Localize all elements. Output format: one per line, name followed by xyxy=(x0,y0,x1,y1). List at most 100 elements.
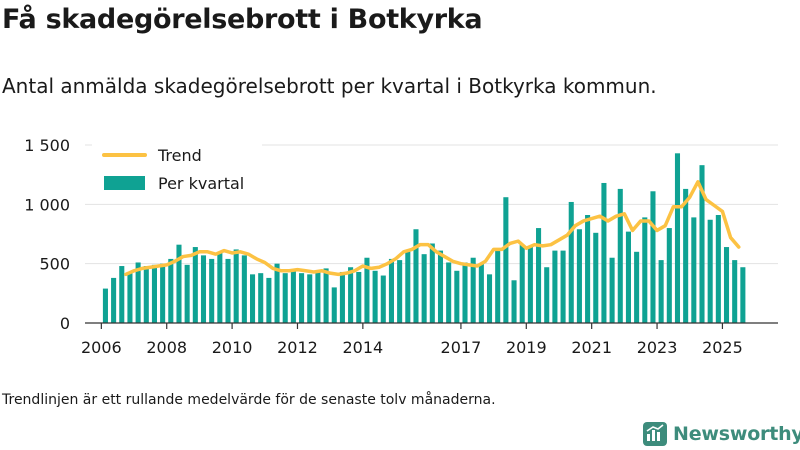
y-tick-label: 0 xyxy=(60,314,70,333)
bar xyxy=(339,271,345,323)
bar xyxy=(454,270,460,323)
bar xyxy=(413,229,419,323)
bar xyxy=(217,251,223,323)
x-tick-label: 2025 xyxy=(702,338,743,357)
bar xyxy=(486,274,493,323)
bar xyxy=(585,215,591,323)
bar xyxy=(568,201,574,323)
bar xyxy=(143,266,149,323)
bar xyxy=(650,191,656,323)
legend: Trend Per kvartal xyxy=(92,140,262,200)
bar xyxy=(536,228,542,323)
bar xyxy=(315,270,321,323)
bar-series-per-kvartal xyxy=(102,153,746,323)
bar xyxy=(151,264,157,323)
bar xyxy=(348,267,354,323)
bar xyxy=(519,244,525,323)
x-tick-label: 2019 xyxy=(506,338,547,357)
bar xyxy=(732,260,738,323)
chart-area: 0 500 1 000 1 500 2006 2008 2010 2012 2014 2017 20… xyxy=(24,136,778,357)
bar xyxy=(544,267,550,323)
bar xyxy=(715,215,721,323)
bar xyxy=(478,263,484,323)
bar xyxy=(274,263,280,323)
bar xyxy=(707,219,713,323)
bar xyxy=(225,258,231,323)
bar xyxy=(617,188,623,323)
bar xyxy=(666,228,672,323)
bar xyxy=(388,258,394,323)
trend-series xyxy=(124,180,741,277)
bar xyxy=(470,257,476,323)
x-tick-label: 2008 xyxy=(146,338,187,357)
bar xyxy=(634,251,640,323)
bar xyxy=(609,257,615,323)
bar xyxy=(290,270,296,323)
bar xyxy=(233,249,239,323)
bar xyxy=(364,257,370,323)
bar xyxy=(250,274,256,323)
bar xyxy=(723,247,730,323)
bar xyxy=(127,273,133,323)
bar xyxy=(258,273,264,323)
bar xyxy=(282,273,288,323)
bar xyxy=(184,264,190,323)
bar xyxy=(323,268,329,323)
bar xyxy=(168,258,174,323)
bar xyxy=(119,266,125,323)
bar xyxy=(552,250,558,323)
x-tick-label: 2012 xyxy=(277,338,318,357)
y-tick-label: 500 xyxy=(39,255,70,274)
bar xyxy=(691,217,697,323)
bar xyxy=(331,287,337,323)
bar xyxy=(102,288,108,323)
bar xyxy=(446,262,452,323)
bar xyxy=(511,280,517,323)
legend-label-per-kvartal: Per kvartal xyxy=(158,174,244,193)
legend-label-trend: Trend xyxy=(157,146,202,165)
x-tick-label: 2006 xyxy=(81,338,122,357)
bar xyxy=(397,260,403,323)
bar xyxy=(560,250,566,323)
bar xyxy=(299,273,305,323)
bar xyxy=(740,267,746,323)
newsworthy-icon xyxy=(643,422,667,446)
bar xyxy=(495,250,501,323)
bar xyxy=(503,197,509,323)
y-tick-label: 1 500 xyxy=(24,136,70,155)
bar xyxy=(307,274,313,323)
x-tick-label: 2014 xyxy=(342,338,383,357)
brand-logo[interactable]: Newsworthy xyxy=(643,420,800,448)
bar xyxy=(527,245,533,323)
bar xyxy=(135,262,141,323)
bar xyxy=(209,258,215,323)
bar xyxy=(266,277,272,323)
brand-name: Newsworthy xyxy=(673,423,800,445)
x-tick-label: 2017 xyxy=(441,338,482,357)
bar xyxy=(192,247,198,323)
bar xyxy=(356,271,362,323)
bar xyxy=(658,260,664,323)
chart-subtitle: Antal anmälda skadegörelsebrott per kvar… xyxy=(2,74,657,98)
x-tick-label: 2010 xyxy=(212,338,253,357)
x-tick-label: 2021 xyxy=(571,338,612,357)
bar xyxy=(462,262,468,323)
axes: 0 500 1 000 1 500 2006 2008 2010 2012 2014 2017 20… xyxy=(24,136,778,357)
bar xyxy=(160,263,166,323)
bar xyxy=(372,270,378,323)
bar xyxy=(683,188,689,323)
x-tick-label: 2023 xyxy=(637,338,678,357)
bar xyxy=(176,244,182,323)
chart-title: Få skadegörelsebrott i Botkyrka xyxy=(2,4,483,35)
trend-line xyxy=(124,180,741,277)
bar xyxy=(625,231,631,323)
bar xyxy=(111,277,117,323)
bar xyxy=(642,217,648,323)
bar xyxy=(421,254,427,323)
bar xyxy=(200,255,207,323)
bar xyxy=(674,153,681,323)
bar xyxy=(405,250,411,323)
footnote: Trendlinjen är ett rullande medelvärde f… xyxy=(2,392,496,408)
legend-swatch-per-kvartal xyxy=(104,176,145,190)
bar xyxy=(699,165,705,323)
